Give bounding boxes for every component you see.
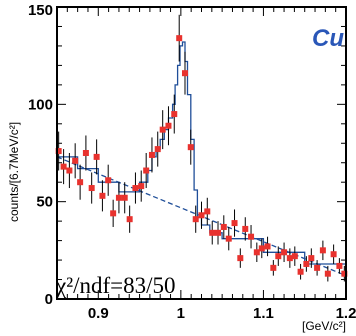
x-tick-label: 1.2 [336,305,356,322]
data-point [176,35,183,42]
x-axis-ticks: 0.9 1 1.1 1.2 [56,7,356,322]
data-point [171,111,178,118]
data-point [275,253,282,260]
data-point [115,194,122,201]
data-point [253,249,260,256]
data-point [72,157,79,164]
data-point [209,229,216,236]
y-tick-label: 100 [28,96,53,113]
data-point [341,270,348,277]
error-bars [58,14,345,282]
data-point [121,194,128,201]
fit-histogram [57,41,347,276]
y-tick-label: 50 [36,194,53,211]
data-point [264,243,271,250]
data-point [82,150,89,156]
data-point [237,255,244,262]
data-point [291,253,298,260]
fit-curve [57,41,347,276]
data-point [93,153,100,160]
data-point [126,216,133,223]
data-point [143,167,150,174]
data-point [110,210,117,217]
data-point [248,233,255,240]
x-axis-label: [GeV/c²] [302,319,346,333]
data-point [138,183,145,190]
y-axis-label: counts/[6.7MeV/c²] [7,122,21,222]
data-points [55,35,348,277]
data-point [88,185,95,192]
data-point [258,245,265,252]
data-point [148,151,155,158]
data-point [66,167,73,174]
data-point [204,208,211,215]
data-point [314,264,321,271]
data-point [165,122,172,129]
data-point [297,268,304,275]
data-point [154,146,161,153]
data-point [330,251,337,258]
data-point [55,148,62,155]
data-point [308,255,315,262]
x-tick-label: 1.1 [253,305,274,322]
x-tick-label: 1 [177,305,185,322]
y-tick-label: 150 [28,2,53,19]
data-point [303,260,310,267]
data-point [324,270,331,277]
data-point [225,235,232,242]
fit-quality-text: χ²/ndf=83/50 [55,273,176,298]
data-point [220,223,227,230]
data-point [215,229,222,236]
data-point [192,216,199,223]
x-tick-label: 0.9 [88,305,109,322]
y-axis-ticks: 0 50 100 150 [28,2,346,308]
data-point [242,225,249,232]
data-point [336,262,343,269]
data-point [60,163,67,170]
data-point [181,70,188,77]
data-point [281,249,288,256]
data-point [319,247,326,254]
y-tick-label: 0 [45,291,53,308]
target-label: Cu [312,25,344,52]
data-point [198,212,205,219]
plot-frame [56,6,347,300]
data-point [99,192,106,199]
data-point [159,126,166,133]
data-point [105,177,112,184]
data-point [187,144,194,151]
data-point [286,255,293,262]
data-point [231,220,238,227]
data-point [77,179,84,186]
data-point [270,264,277,271]
data-point [132,185,139,192]
